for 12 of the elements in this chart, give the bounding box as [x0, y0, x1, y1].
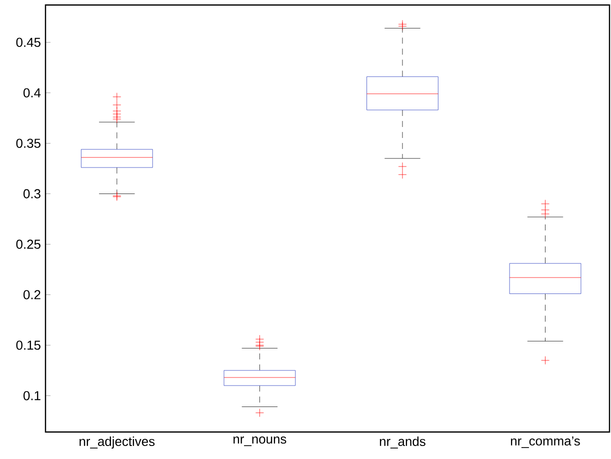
y-tick-label: 0.15	[16, 340, 40, 350]
y-tick-label: 0.45	[16, 38, 40, 47]
y-tick-label: 0.4	[23, 88, 41, 98]
x-tick-label: nr_adjectives	[80, 436, 155, 449]
x-tick-label: nr_nouns	[234, 436, 286, 446]
x-tick-label: nr_comma’s	[510, 436, 580, 448]
x-tick-label: nr_ands	[380, 436, 426, 448]
y-tick-label: 0.3	[23, 189, 40, 198]
y-tick-label: 0.1	[23, 391, 40, 400]
y-tick-label: 0.2	[23, 290, 40, 300]
y-tick-label: 0.35	[16, 138, 40, 148]
y-tick-label: 0.25	[16, 240, 40, 249]
